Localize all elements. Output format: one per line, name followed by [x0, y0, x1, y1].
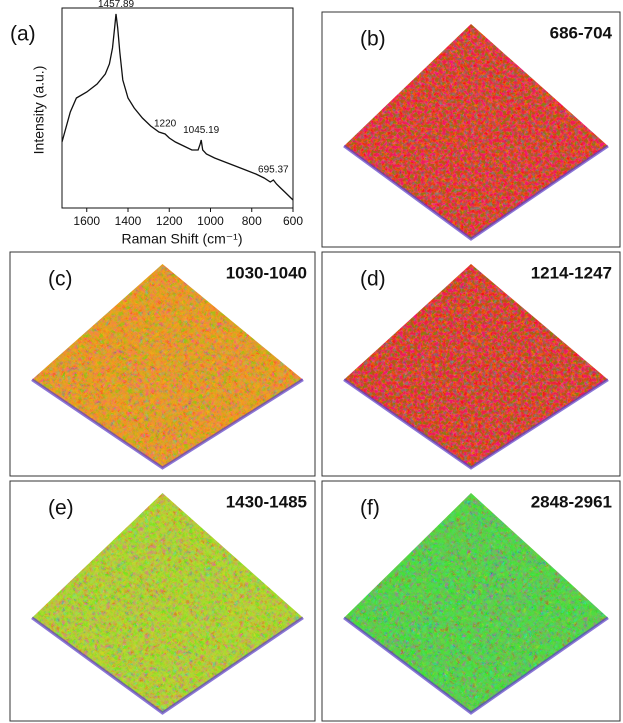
x-tick-label: 800 [242, 214, 262, 228]
surface-panel: (f) 2848-2961 [321, 480, 621, 722]
x-axis-label: Raman Shift (cm⁻¹) [122, 231, 243, 247]
surface-edge [343, 144, 609, 241]
wavenumber-range: 1430-1485 [226, 492, 307, 511]
panel-label: (f) [360, 497, 380, 520]
x-tick-label: 1200 [156, 214, 183, 228]
surface-edge [31, 616, 304, 715]
panel-label: (e) [48, 497, 74, 520]
peak-annotation: 1220 [154, 119, 177, 130]
wavenumber-range: 686-704 [550, 23, 613, 42]
panel-a: (a) Intensity (a.u.) Raman Shift (cm⁻¹) [10, 23, 242, 247]
plot-frame [61, 7, 294, 209]
x-tick-label: 600 [283, 214, 303, 228]
wavenumber-range: 1214-1247 [531, 263, 612, 282]
peak-annotation: 1457.89 [98, 0, 135, 10]
panel-frame [321, 480, 621, 722]
panel-frame [9, 251, 316, 477]
y-axis-label: Intensity (a.u.) [31, 66, 47, 155]
panel-frame [321, 251, 621, 477]
surface-panel: (c) 1030-1040 [9, 251, 316, 477]
surface-texture [32, 264, 303, 468]
surface-edge [31, 378, 304, 470]
x-tick-label: 1000 [197, 214, 224, 228]
surface-edge [343, 616, 609, 715]
panel-label: (a) [10, 23, 36, 46]
peak-annotation: 695.37 [258, 165, 289, 176]
wavenumber-range: 1030-1040 [226, 263, 307, 282]
panel-frame [321, 11, 621, 248]
surface-texture [344, 24, 608, 239]
surface-panel: (e) 1430-1485 [9, 480, 316, 722]
surface-edge [343, 378, 609, 470]
panel-label: (c) [48, 268, 73, 291]
wavenumber-range: 2848-2961 [531, 492, 612, 511]
peak-annotation: 1045.19 [183, 125, 220, 136]
panel-frame [9, 480, 316, 722]
spectrum-line [61, 13, 294, 201]
panel-label: (b) [360, 28, 386, 51]
x-tick-label: 1400 [115, 214, 142, 228]
surface-texture [344, 493, 608, 713]
surface-panel: (b) 686-704 [321, 11, 621, 248]
panel-label: (d) [360, 268, 386, 291]
surface-texture [344, 264, 608, 468]
surface-texture [32, 493, 303, 713]
surface-panel: (d) 1214-1247 [321, 251, 621, 477]
x-tick-label: 1600 [73, 214, 100, 228]
